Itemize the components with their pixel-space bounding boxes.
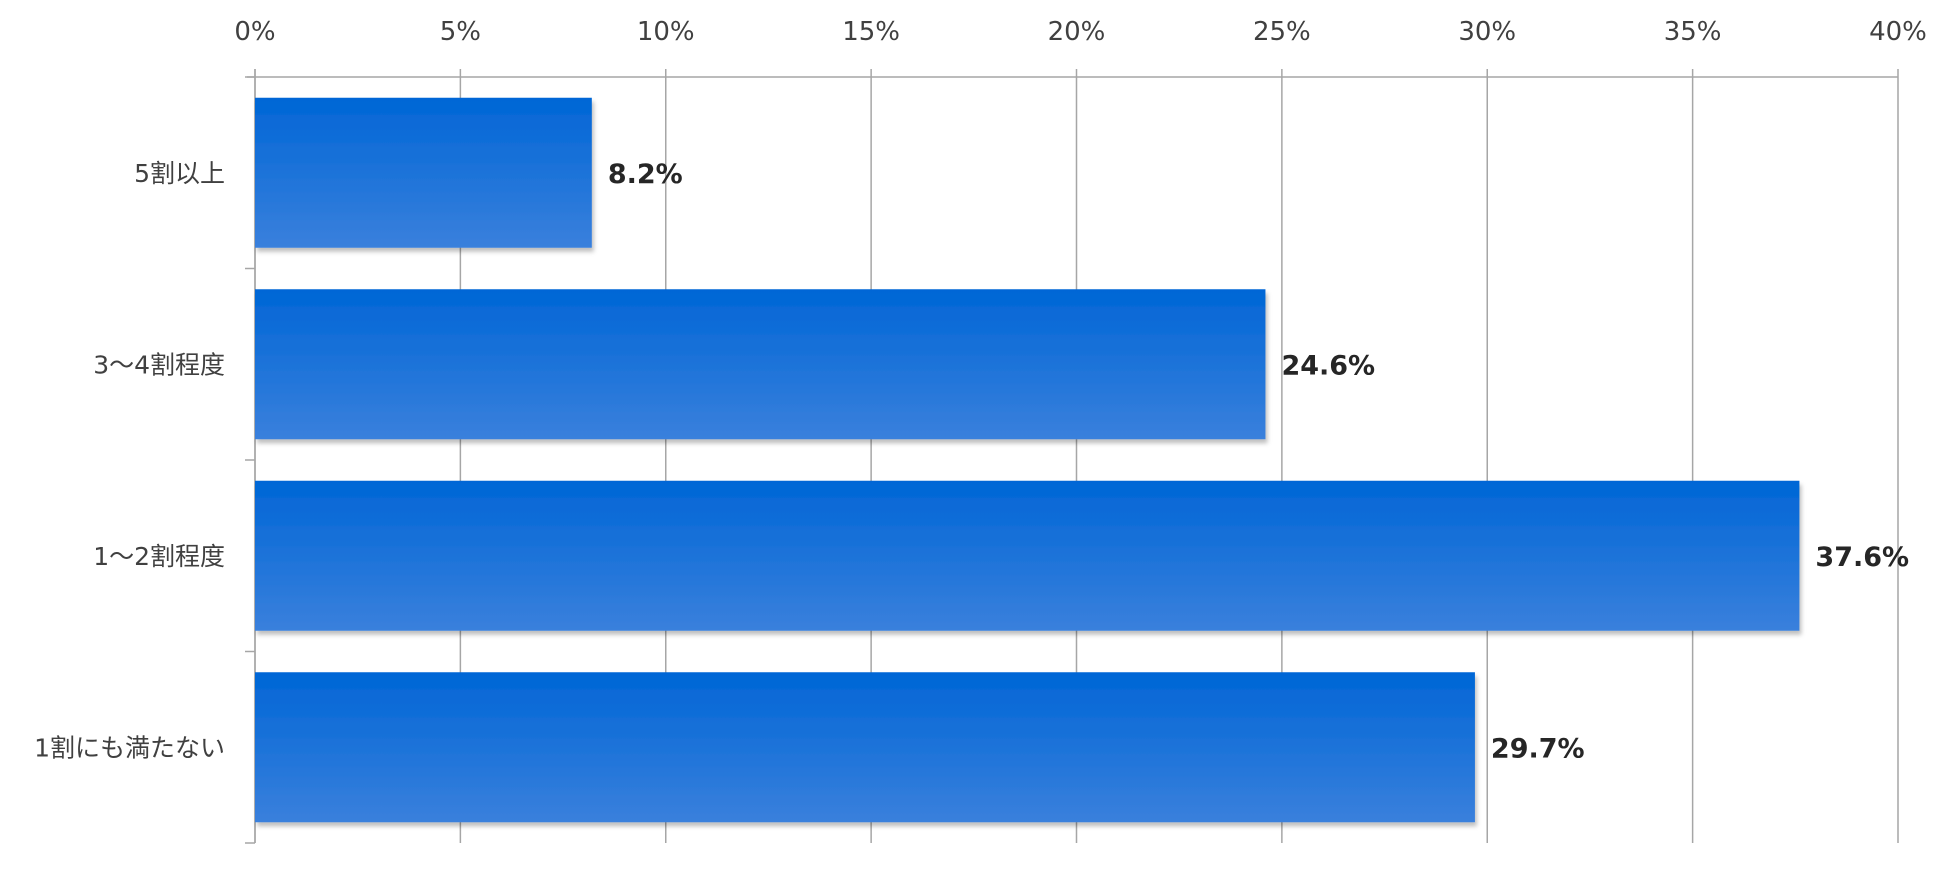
data-label: 29.7% [1491,733,1585,764]
x-tick-label: 5% [440,17,481,47]
x-tick-label: 30% [1458,17,1516,47]
bar [255,289,1266,440]
category-label: 5割以上 [134,159,225,188]
category-label: 3～4割程度 [93,350,225,379]
x-tick-label: 35% [1664,17,1722,47]
x-tick-label: 0% [234,17,275,47]
x-tick-label: 20% [1048,17,1106,47]
x-tick-label: 25% [1253,17,1311,47]
data-labels: 8.2% 24.6% 37.6% 29.7% [608,159,1909,765]
bar [255,97,592,248]
data-label: 24.6% [1281,350,1375,381]
x-tick-label: 15% [842,17,900,47]
x-tick-label: 10% [637,17,695,47]
category-label: 1～2割程度 [93,542,225,571]
bars [255,97,1800,823]
bar [255,480,1800,631]
data-label: 37.6% [1815,542,1909,573]
bar [255,672,1475,823]
x-tick-label: 40% [1869,17,1927,47]
y-axis: 5割以上 3～4割程度 1～2割程度 1割にも満たない [34,159,225,763]
category-label: 1割にも満たない [34,733,225,762]
data-label: 8.2% [608,159,683,190]
